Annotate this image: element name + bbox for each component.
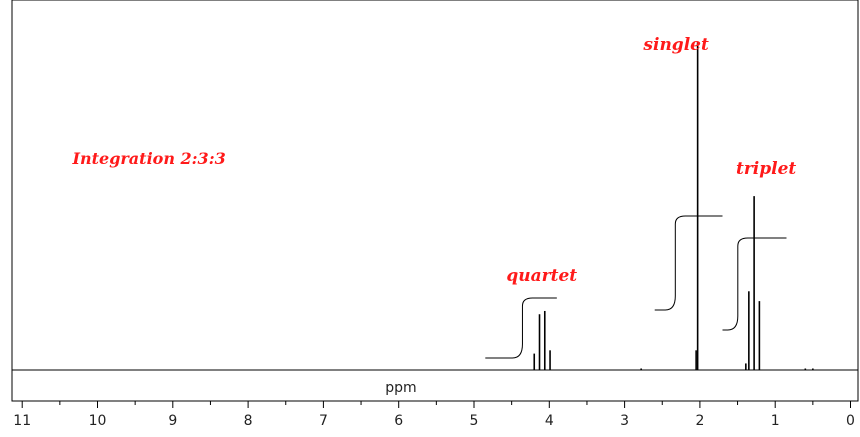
x-tick-label: 1 xyxy=(771,413,780,429)
x-tick-label: 3 xyxy=(620,413,629,429)
integral-curve-singlet xyxy=(654,215,723,311)
annotation-integration: Integration 2:3:3 xyxy=(72,149,226,168)
annotation-quartet: quartet xyxy=(506,266,577,286)
x-tick-label: 2 xyxy=(695,413,704,429)
integral-curve-quartet xyxy=(485,297,557,359)
x-tick-label: 9 xyxy=(168,413,177,429)
x-tick-label: 6 xyxy=(394,413,403,429)
annotation-triplet: triplet xyxy=(736,159,796,179)
x-tick-label: 11 xyxy=(13,413,31,429)
x-axis-label: ppm xyxy=(385,380,416,396)
x-tick-label: 0 xyxy=(846,413,855,429)
x-tick-label: 5 xyxy=(470,413,479,429)
x-tick-label: 10 xyxy=(89,413,107,429)
x-tick-label: 4 xyxy=(545,413,554,429)
annotation-singlet: singlet xyxy=(642,35,709,55)
x-tick-label: 7 xyxy=(319,413,328,429)
x-tick-label: 8 xyxy=(244,413,253,429)
integral-curve-triplet xyxy=(722,237,787,331)
plot-frame xyxy=(11,0,859,402)
